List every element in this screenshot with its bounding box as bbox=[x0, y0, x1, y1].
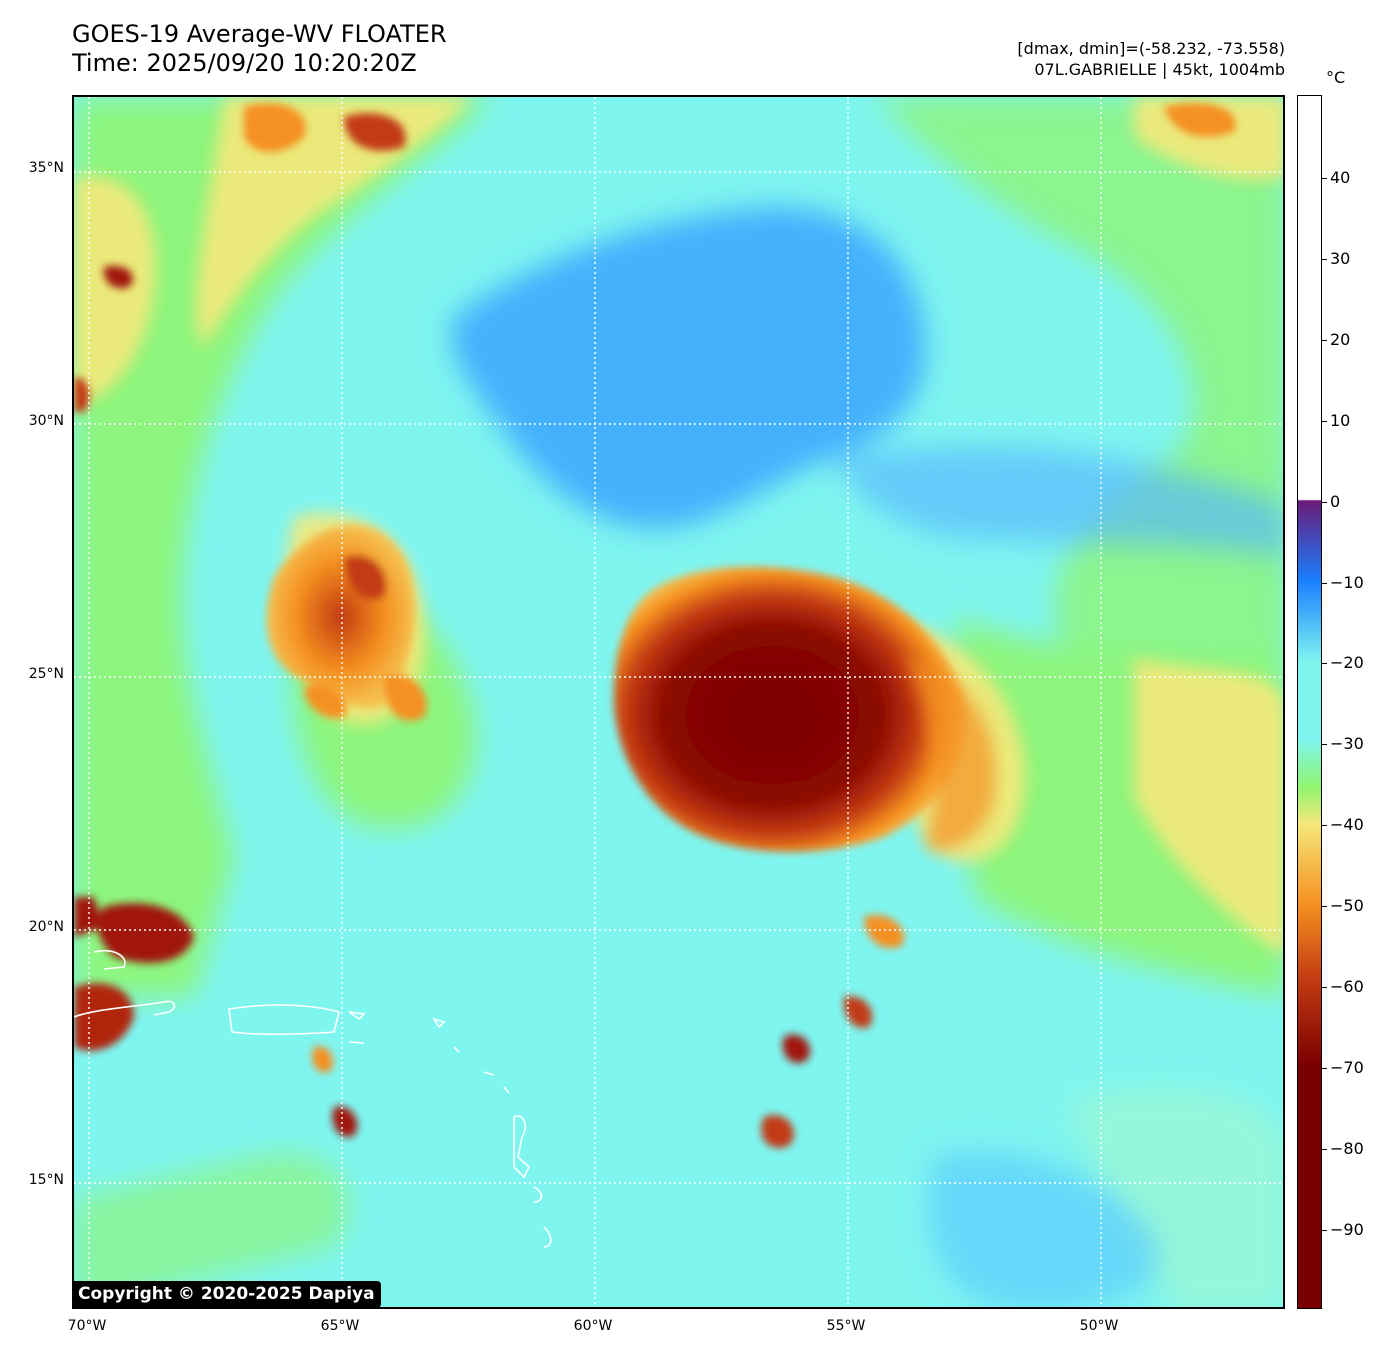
lat-label-35n: 35°N bbox=[28, 160, 64, 176]
storm-info: [dmax, dmin]=(-58.232, -73.558) 07L.GABR… bbox=[1017, 38, 1285, 80]
graticule bbox=[74, 97, 1283, 1307]
lat-label-15n: 15°N bbox=[28, 1172, 64, 1188]
storm-text: 07L.GABRIELLE | 45kt, 1004mb bbox=[1034, 60, 1285, 79]
lon-label-50w: 50°W bbox=[1079, 1318, 1119, 1334]
colorbar-tick-label: 30 bbox=[1330, 248, 1351, 268]
colorbar-tick-mark bbox=[1322, 744, 1327, 746]
colorbar-tick-label: −70 bbox=[1330, 1057, 1364, 1077]
colorbar-tick-mark bbox=[1322, 663, 1327, 665]
gabrielle-storm bbox=[613, 566, 996, 852]
colorbar-tick-label: −30 bbox=[1330, 734, 1364, 754]
lon-label-60w: 60°W bbox=[573, 1318, 613, 1334]
colorbar-tick-label: −40 bbox=[1330, 815, 1364, 835]
colorbar-tick-label: −60 bbox=[1330, 977, 1364, 996]
colorbar-tick-label: −90 bbox=[1330, 1219, 1364, 1239]
colorbar-tick-mark bbox=[1322, 258, 1327, 260]
lat-label-25n: 25°N bbox=[28, 666, 64, 682]
title-line-time: Time: 2025/09/20 10:20:20Z bbox=[72, 49, 417, 77]
colorbar-tick-label: −80 bbox=[1330, 1138, 1364, 1158]
colorbar-tick-mark bbox=[1322, 420, 1327, 422]
satellite-map bbox=[72, 95, 1285, 1309]
colorbar-tick-mark bbox=[1322, 501, 1327, 503]
colorbar-tick-label: 20 bbox=[1330, 329, 1351, 349]
colorbar-tick-mark bbox=[1322, 582, 1327, 584]
lon-label-55w: 55°W bbox=[826, 1318, 866, 1334]
lat-label-20n: 20°N bbox=[28, 919, 64, 935]
coastlines bbox=[74, 949, 552, 1248]
colorbar-tick-label: 10 bbox=[1330, 410, 1351, 430]
colorbar-tick-label: −20 bbox=[1330, 653, 1364, 673]
colorbar-tick-mark bbox=[1322, 1067, 1327, 1069]
copyright-badge: Copyright © 2020-2025 Dapiya bbox=[72, 1281, 381, 1308]
colorbar-tick-mark bbox=[1322, 1229, 1327, 1231]
colorbar-tick-mark bbox=[1322, 906, 1327, 908]
colorbar-tick-label: −50 bbox=[1330, 896, 1364, 916]
colorbar-tick-mark bbox=[1322, 1148, 1327, 1150]
lon-label-70w: 70°W bbox=[67, 1318, 107, 1334]
range-text: [dmax, dmin]=(-58.232, -73.558) bbox=[1017, 39, 1285, 58]
colorbar-tick-mark bbox=[1322, 178, 1327, 179]
colorbar-tick-label: −10 bbox=[1330, 572, 1364, 592]
wv-imagery bbox=[74, 97, 1283, 1307]
title-line-product: GOES-19 Average-WV FLOATER bbox=[72, 20, 447, 48]
chart-title: GOES-19 Average-WV FLOATER Time: 2025/09… bbox=[72, 20, 447, 78]
colorbar-tick-mark bbox=[1322, 339, 1327, 341]
colorbar-tick-mark bbox=[1322, 987, 1327, 988]
lon-label-65w: 65°W bbox=[320, 1318, 360, 1334]
lat-label-30n: 30°N bbox=[28, 413, 64, 429]
colorbar bbox=[1297, 95, 1322, 1309]
colorbar-tick-mark bbox=[1322, 825, 1327, 827]
colorbar-tick-label: 0 bbox=[1330, 491, 1341, 511]
colorbar-unit: °C bbox=[1326, 68, 1346, 87]
convective-cells bbox=[74, 103, 1236, 1148]
colorbar-tick-label: 40 bbox=[1330, 168, 1351, 187]
